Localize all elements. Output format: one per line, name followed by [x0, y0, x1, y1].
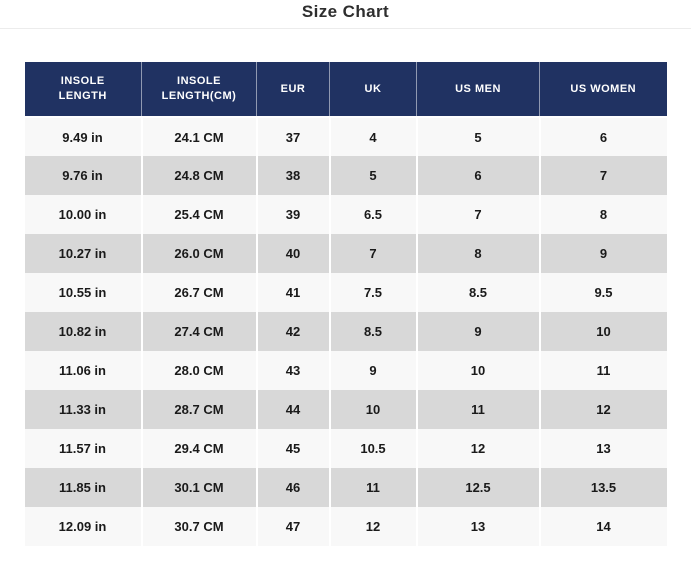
cell-us-women: 8 — [538, 195, 667, 234]
cell-insole-length-cm: 26.7 CM — [140, 273, 257, 312]
column-header-uk: UK — [329, 62, 417, 117]
cell-eur: 46 — [255, 468, 330, 507]
cell-us-men: 10 — [415, 351, 540, 390]
table-header-row: INSOLE LENGTH INSOLE LENGTH(CM) EUR UK U… — [24, 62, 667, 117]
cell-eur: 43 — [255, 351, 330, 390]
cell-insole-length-in: 11.06 in — [24, 351, 142, 390]
cell-eur: 42 — [255, 312, 330, 351]
cell-uk: 11 — [328, 468, 417, 507]
cell-insole-length-in: 11.33 in — [24, 390, 142, 429]
cell-us-men: 5 — [415, 116, 540, 156]
cell-insole-length-cm: 24.1 CM — [140, 116, 257, 156]
table-row: 10.27 in 26.0 CM 40 7 8 9 — [24, 234, 667, 273]
cell-uk: 8.5 — [328, 312, 417, 351]
cell-eur: 47 — [255, 507, 330, 546]
column-header-us-women: US WOMEN — [539, 62, 667, 117]
cell-eur: 37 — [255, 116, 330, 156]
cell-us-men: 13 — [415, 507, 540, 546]
cell-insole-length-in: 10.55 in — [24, 273, 142, 312]
cell-insole-length-in: 9.76 in — [24, 156, 142, 195]
cell-insole-length-in: 9.49 in — [24, 116, 142, 156]
cell-us-women: 10 — [538, 312, 667, 351]
cell-insole-length-cm: 30.1 CM — [140, 468, 257, 507]
column-header-insole-length-cm: INSOLE LENGTH(CM) — [141, 62, 257, 117]
cell-us-men: 9 — [415, 312, 540, 351]
size-chart-table: INSOLE LENGTH INSOLE LENGTH(CM) EUR UK U… — [24, 62, 667, 546]
column-header-eur: EUR — [256, 62, 330, 117]
table-row: 11.85 in 30.1 CM 46 11 12.5 13.5 — [24, 468, 667, 507]
cell-uk: 7 — [328, 234, 417, 273]
cell-eur: 39 — [255, 195, 330, 234]
cell-uk: 9 — [328, 351, 417, 390]
table-row: 10.55 in 26.7 CM 41 7.5 8.5 9.5 — [24, 273, 667, 312]
cell-uk: 12 — [328, 507, 417, 546]
column-header-us-men: US MEN — [416, 62, 540, 117]
cell-us-women: 9 — [538, 234, 667, 273]
cell-us-women: 11 — [538, 351, 667, 390]
cell-uk: 6.5 — [328, 195, 417, 234]
cell-insole-length-cm: 24.8 CM — [140, 156, 257, 195]
cell-eur: 44 — [255, 390, 330, 429]
table-row: 9.49 in 24.1 CM 37 4 5 6 — [24, 116, 667, 156]
cell-eur: 45 — [255, 429, 330, 468]
cell-uk: 5 — [328, 156, 417, 195]
cell-insole-length-in: 10.00 in — [24, 195, 142, 234]
cell-eur: 38 — [255, 156, 330, 195]
table-row: 11.06 in 28.0 CM 43 9 10 11 — [24, 351, 667, 390]
cell-uk: 10.5 — [328, 429, 417, 468]
column-header-insole-length: INSOLE LENGTH — [24, 62, 142, 117]
cell-us-women: 13 — [538, 429, 667, 468]
cell-uk: 4 — [328, 116, 417, 156]
cell-us-men: 7 — [415, 195, 540, 234]
table-row: 11.33 in 28.7 CM 44 10 11 12 — [24, 390, 667, 429]
table-row: 10.82 in 27.4 CM 42 8.5 9 10 — [24, 312, 667, 351]
cell-insole-length-cm: 28.7 CM — [140, 390, 257, 429]
cell-insole-length-in: 11.85 in — [24, 468, 142, 507]
page-title: Size Chart — [301, 2, 390, 21]
cell-insole-length-in: 10.27 in — [24, 234, 142, 273]
cell-us-men: 11 — [415, 390, 540, 429]
cell-insole-length-in: 11.57 in — [24, 429, 142, 468]
table-body: 9.49 in 24.1 CM 37 4 5 6 9.76 in 24.8 CM 38 5 6 7 10… — [24, 116, 667, 546]
cell-insole-length-cm: 27.4 CM — [140, 312, 257, 351]
cell-insole-length-cm: 26.0 CM — [140, 234, 257, 273]
cell-us-women: 13.5 — [538, 468, 667, 507]
cell-uk: 10 — [328, 390, 417, 429]
cell-us-women: 12 — [538, 390, 667, 429]
cell-us-women: 9.5 — [538, 273, 667, 312]
cell-insole-length-in: 12.09 in — [24, 507, 142, 546]
cell-insole-length-cm: 25.4 CM — [140, 195, 257, 234]
cell-us-women: 14 — [538, 507, 667, 546]
cell-us-women: 7 — [538, 156, 667, 195]
cell-us-men: 8.5 — [415, 273, 540, 312]
cell-us-men: 12 — [415, 429, 540, 468]
cell-us-men: 6 — [415, 156, 540, 195]
cell-eur: 41 — [255, 273, 330, 312]
cell-uk: 7.5 — [328, 273, 417, 312]
cell-insole-length-cm: 30.7 CM — [140, 507, 257, 546]
table-row: 12.09 in 30.7 CM 47 12 13 14 — [24, 507, 667, 546]
cell-insole-length-cm: 29.4 CM — [140, 429, 257, 468]
cell-insole-length-cm: 28.0 CM — [140, 351, 257, 390]
cell-insole-length-in: 10.82 in — [24, 312, 142, 351]
table-row: 11.57 in 29.4 CM 45 10.5 12 13 — [24, 429, 667, 468]
title-bar: Size Chart — [0, 0, 691, 29]
cell-us-women: 6 — [538, 116, 667, 156]
table-row: 9.76 in 24.8 CM 38 5 6 7 — [24, 156, 667, 195]
table-row: 10.00 in 25.4 CM 39 6.5 7 8 — [24, 195, 667, 234]
cell-us-men: 8 — [415, 234, 540, 273]
cell-us-men: 12.5 — [415, 468, 540, 507]
table-header: INSOLE LENGTH INSOLE LENGTH(CM) EUR UK U… — [24, 62, 667, 117]
cell-eur: 40 — [255, 234, 330, 273]
